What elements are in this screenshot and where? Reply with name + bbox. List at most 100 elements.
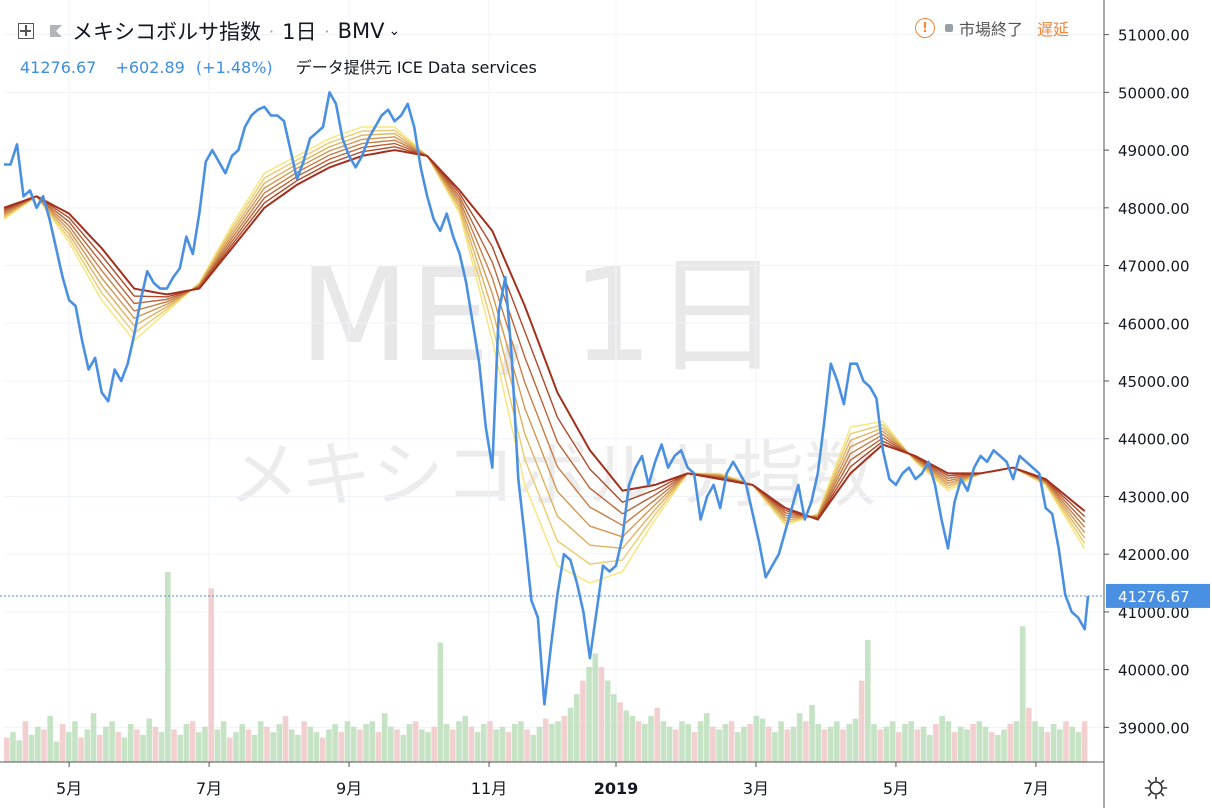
current-price-label: 41276.67: [1118, 588, 1190, 606]
volume-bar: [239, 724, 245, 762]
volume-bar: [406, 724, 413, 762]
x-tick-label: 5月: [56, 779, 82, 798]
volume-bar: [1019, 626, 1026, 762]
volume-bar: [301, 721, 307, 762]
y-tick-label: 49000.00: [1118, 142, 1190, 160]
volume-bar: [146, 718, 153, 762]
volume-bar: [462, 715, 468, 762]
volume-bar: [642, 724, 648, 762]
volume-bar: [449, 729, 456, 762]
volume-bar: [1075, 732, 1082, 762]
volume-bar: [47, 715, 53, 762]
volume-bar: [34, 726, 41, 762]
volume-bar: [425, 732, 431, 762]
volume-bar: [815, 724, 822, 762]
volume-bar: [208, 588, 215, 762]
current-price-badge: [1106, 583, 1210, 608]
y-tick-label: 46000.00: [1118, 315, 1190, 333]
volume-bar: [487, 721, 493, 762]
volume-bar: [375, 732, 382, 762]
interval-label[interactable]: 1日: [282, 20, 317, 44]
volume-bar: [257, 721, 264, 762]
volume-bar: [295, 734, 301, 762]
price-change-pct: (+1.48%): [195, 58, 273, 77]
volume-bar: [865, 639, 871, 762]
gear-icon[interactable]: [1144, 776, 1168, 800]
y-axis: 51000.00 50000.00 49000.00 48000.00 47000.00…: [1103, 0, 1210, 808]
volume-bar: [214, 729, 221, 762]
volume-bar: [22, 721, 29, 762]
volume-bar: [573, 694, 580, 762]
volume-bar: [951, 732, 958, 762]
volume-bar: [697, 721, 704, 762]
volume-bar: [72, 721, 78, 762]
volume-bar: [530, 734, 537, 762]
volume-bar: [183, 724, 190, 762]
volume-bar: [288, 729, 295, 762]
y-tick-label: 41000.00: [1118, 604, 1190, 622]
flag-icon: [50, 25, 62, 37]
volume-bar: [1057, 729, 1063, 762]
y-tick-label: 44000.00: [1118, 431, 1190, 449]
volume-bar: [964, 729, 970, 762]
volume-bar: [679, 721, 685, 762]
x-tick-label: 9月: [336, 779, 362, 798]
volume-bar: [493, 729, 499, 762]
volume-bar: [827, 726, 834, 762]
ma-ribbon: [3, 126, 1086, 584]
price-change: +602.89: [115, 58, 185, 77]
volume-bar: [264, 726, 270, 762]
volume-bar: [691, 732, 698, 762]
volume-bar: [976, 721, 983, 762]
volume-bar: [889, 721, 896, 762]
price-series-line: [4, 91, 1090, 706]
volume-bar: [834, 721, 840, 762]
volume-bar: [344, 721, 351, 762]
volume-bar: [1069, 726, 1076, 762]
volume-bar: [1050, 724, 1057, 762]
symbol-title[interactable]: メキシコボルサ指数: [72, 20, 261, 44]
volume-bar: [778, 721, 784, 762]
volume-bar: [1007, 724, 1014, 762]
volume-bar: [511, 724, 518, 762]
volume-bar: [4, 737, 10, 762]
volume-bar: [152, 726, 159, 762]
chevron-down-icon[interactable]: ⌄: [388, 23, 401, 39]
volume-bar: [381, 713, 388, 762]
volume-bar: [357, 729, 363, 762]
volume-bar: [635, 721, 642, 762]
volume-bar: [65, 732, 72, 762]
volume-bar: [858, 680, 865, 762]
volume-bar: [10, 732, 16, 762]
volume-bar: [140, 734, 146, 762]
exchange-label[interactable]: BMV: [337, 19, 385, 43]
volume-bar: [790, 726, 797, 762]
volume-bar: [388, 726, 394, 762]
volume-bar: [840, 729, 846, 762]
plus-square-icon[interactable]: [18, 23, 34, 39]
volume-bar: [623, 710, 630, 762]
volume-bar: [741, 726, 747, 762]
volume-bar: [970, 724, 976, 762]
y-tick-label: 50000.00: [1118, 84, 1190, 102]
volume-bar: [456, 721, 462, 762]
data-source: データ提供元 ICE Data services: [295, 58, 537, 77]
volume-bar: [443, 724, 450, 762]
volume-bar: [109, 721, 115, 762]
volume-bar: [400, 734, 407, 762]
y-tick-label: 48000.00: [1118, 200, 1190, 218]
volume-bar: [920, 726, 927, 762]
delay-label[interactable]: 遅延: [1037, 20, 1070, 39]
volume-bar: [710, 726, 716, 762]
y-tick-label: 51000.00: [1118, 27, 1190, 45]
volume-bar: [883, 726, 890, 762]
volume-bar: [759, 718, 766, 762]
volume-bar: [765, 726, 772, 762]
volume-bar: [103, 726, 109, 762]
volume-bar: [821, 729, 828, 762]
volume-bar: [196, 732, 202, 762]
volume-bars: [4, 572, 1088, 762]
volume-bar: [1044, 732, 1051, 762]
warning-icon[interactable]: !: [915, 18, 935, 38]
